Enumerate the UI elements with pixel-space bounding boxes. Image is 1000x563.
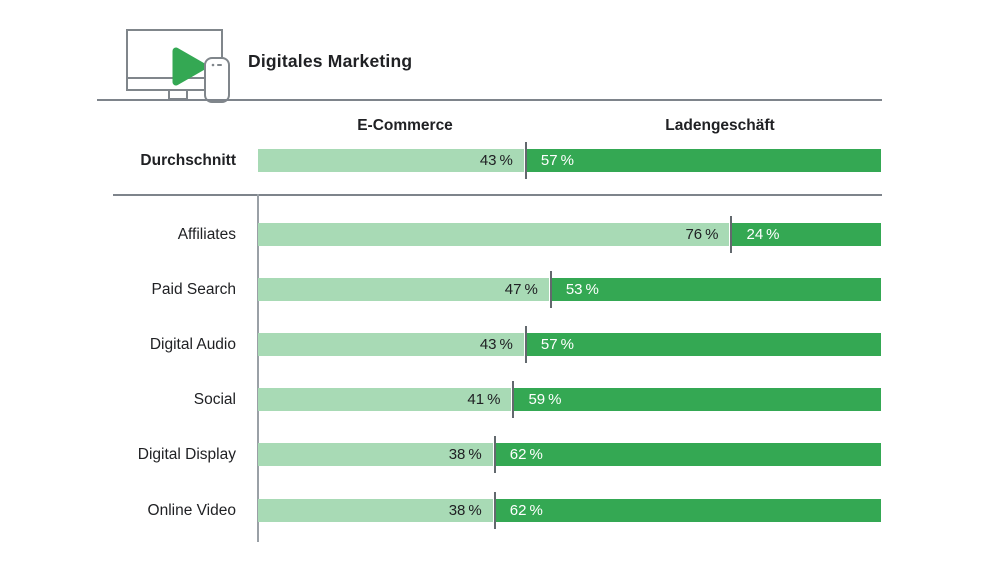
play-icon [172,47,207,86]
stacked-bar: 43 % 57 % [258,141,881,179]
value-label-ladengeschaeft: 53 % [565,280,599,298]
stacked-bar: 76 % 24 % [258,215,881,253]
value-label-ladengeschaeft: 57 % [540,151,574,169]
stacked-bar: 43 % 57 % [258,325,881,363]
row-label: Social [193,391,236,409]
segment-ladengeschaeft: 59 % [513,388,881,412]
value-label-ladengeschaeft: 59 % [528,391,562,409]
segment-ecommerce: 47 % [258,277,551,301]
segment-divider-line [730,215,733,253]
row-label: Affiliates [177,225,236,243]
segment-ecommerce: 41 % [258,388,514,412]
bar-row: Paid Search 47 % 53 % [0,270,1000,308]
segment-ecommerce: 38 % [258,498,495,522]
stacked-bar: 41 % 59 % [258,381,881,419]
segment-ladengeschaeft: 57 % [525,332,881,356]
row-label: Paid Search [151,280,236,298]
segment-ladengeschaeft: 62 % [494,443,881,467]
segment-divider-line [512,381,515,419]
smartphone-icon [204,57,230,103]
stacked-bar: 38 % 62 % [258,436,881,474]
average-bar-row: Durchschnitt 43 % 57 % [0,141,1000,179]
segment-ladengeschaeft: 62 % [494,498,881,522]
bar-row: Affiliates 76 % 24 % [0,215,1000,253]
value-label-ecommerce: 41 % [467,391,501,409]
value-label-ladengeschaeft: 62 % [509,501,543,519]
video-player-devices-icon [126,29,230,103]
segment-divider-line [549,270,552,308]
column-header-ecommerce: E-Commerce [357,117,453,134]
segment-ladengeschaeft: 53 % [550,277,881,301]
segment-divider-line [524,325,527,363]
section-divider-line [113,194,882,196]
segment-ecommerce: 38 % [258,443,495,467]
segment-divider-line [493,436,496,474]
segment-ladengeschaeft: 24 % [731,222,881,246]
value-label-ecommerce: 76 % [685,225,719,243]
bar-row: Social 41 % 59 % [0,381,1000,419]
stacked-bar: 47 % 53 % [258,270,881,308]
value-label-ladengeschaeft: 57 % [540,335,574,353]
page-title: Digitales Marketing [248,51,413,71]
value-label-ecommerce: 47 % [504,280,538,298]
value-label-ecommerce: 38 % [448,501,482,519]
value-label-ladengeschaeft: 62 % [509,446,543,464]
value-label-ecommerce: 43 % [479,151,513,169]
value-label-ecommerce: 43 % [479,335,513,353]
column-header-ladengeschaeft: Ladengeschäft [665,117,775,134]
segment-ladengeschaeft: 57 % [525,148,881,172]
vertical-axis-line [257,194,259,542]
bar-row: Digital Audio 43 % 57 % [0,325,1000,363]
segment-divider-line [524,141,527,179]
value-label-ecommerce: 38 % [448,446,482,464]
row-label: Digital Audio [149,335,236,353]
segment-ecommerce: 76 % [258,222,732,246]
bar-row: Digital Display 38 % 62 % [0,436,1000,474]
stacked-bar: 38 % 62 % [258,491,881,529]
bar-row: Online Video 38 % 62 % [0,491,1000,529]
segment-ecommerce: 43 % [258,332,526,356]
row-label: Online Video [147,501,236,519]
row-label: Durchschnitt [140,151,236,169]
segment-divider-line [493,491,496,529]
header-divider-line [97,99,882,101]
value-label-ladengeschaeft: 24 % [746,225,780,243]
segment-ecommerce: 43 % [258,148,526,172]
row-label: Digital Display [137,446,236,464]
